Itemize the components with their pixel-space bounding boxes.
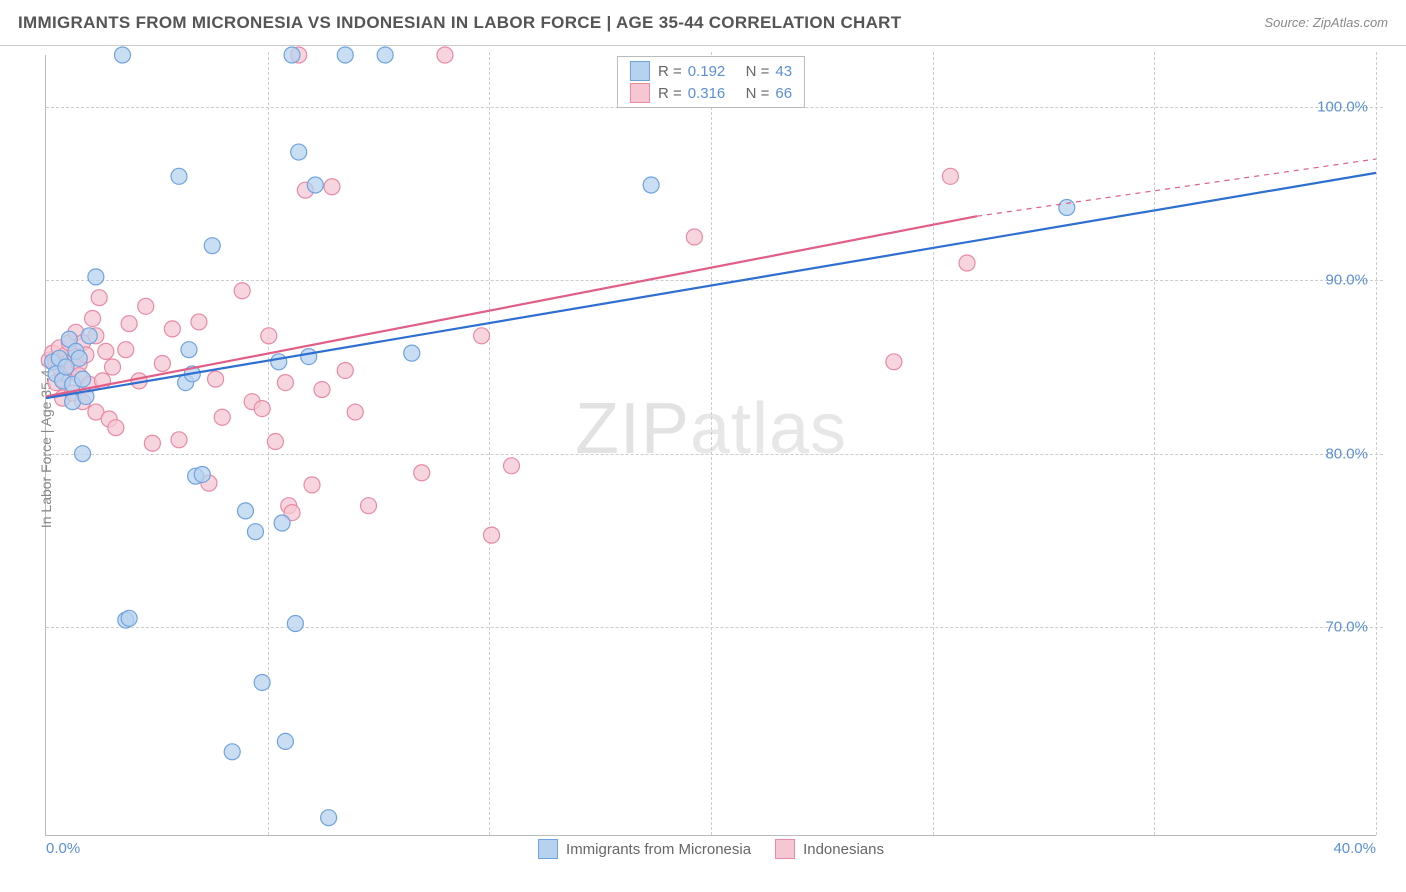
data-point xyxy=(208,371,224,387)
data-point xyxy=(686,229,702,245)
legend-series: Immigrants from Micronesia Indonesians xyxy=(538,839,884,859)
data-point xyxy=(114,47,130,63)
data-point xyxy=(234,283,250,299)
data-point xyxy=(474,328,490,344)
r-value-indonesians: 0.316 xyxy=(688,85,726,102)
trendline-indonesians xyxy=(46,216,977,396)
data-point xyxy=(942,168,958,184)
swatch-micronesia-icon xyxy=(630,61,650,81)
swatch-micronesia-icon xyxy=(538,839,558,859)
chart-title: IMMIGRANTS FROM MICRONESIA VS INDONESIAN… xyxy=(18,13,901,33)
data-point xyxy=(204,238,220,254)
data-point xyxy=(121,316,137,332)
data-point xyxy=(377,47,393,63)
legend-label-indonesians: Indonesians xyxy=(803,841,884,858)
n-label: N = xyxy=(746,85,770,102)
x-tick-label: 0.0% xyxy=(46,840,80,857)
data-point xyxy=(291,144,307,160)
data-point xyxy=(267,434,283,450)
data-point xyxy=(91,290,107,306)
data-point xyxy=(274,515,290,531)
data-point xyxy=(304,477,320,493)
legend-row-micronesia: R = 0.192 N = 43 xyxy=(630,60,792,82)
data-point xyxy=(191,314,207,330)
swatch-indonesians-icon xyxy=(775,839,795,859)
chart-header: IMMIGRANTS FROM MICRONESIA VS INDONESIAN… xyxy=(0,0,1406,46)
data-point xyxy=(105,359,121,375)
data-point xyxy=(314,382,330,398)
data-point xyxy=(75,371,91,387)
legend-item-micronesia: Immigrants from Micronesia xyxy=(538,839,751,859)
legend-item-indonesians: Indonesians xyxy=(775,839,884,859)
data-point xyxy=(98,343,114,359)
plot-area: In Labor Force | Age 35-44 ZIPatlas 70.0… xyxy=(45,55,1376,836)
data-point xyxy=(437,47,453,63)
data-point xyxy=(287,616,303,632)
data-point xyxy=(224,744,240,760)
data-point xyxy=(301,349,317,365)
legend-label-micronesia: Immigrants from Micronesia xyxy=(566,841,751,858)
data-point xyxy=(261,328,277,344)
data-point xyxy=(144,435,160,451)
legend-row-indonesians: R = 0.316 N = 66 xyxy=(630,82,792,104)
data-point xyxy=(886,354,902,370)
data-point xyxy=(414,465,430,481)
data-point xyxy=(247,524,263,540)
chart-source: Source: ZipAtlas.com xyxy=(1264,15,1388,30)
data-point xyxy=(171,432,187,448)
n-value-indonesians: 66 xyxy=(775,85,792,102)
data-point xyxy=(171,168,187,184)
data-point xyxy=(271,354,287,370)
data-point xyxy=(214,409,230,425)
r-value-micronesia: 0.192 xyxy=(688,63,726,80)
data-point xyxy=(181,342,197,358)
data-point xyxy=(81,328,97,344)
data-point xyxy=(88,269,104,285)
swatch-indonesians-icon xyxy=(630,83,650,103)
data-point xyxy=(404,345,420,361)
data-point xyxy=(194,466,210,482)
data-point xyxy=(337,47,353,63)
data-point xyxy=(321,810,337,826)
r-label: R = xyxy=(658,63,682,80)
x-tick-label: 40.0% xyxy=(1333,840,1376,857)
data-point xyxy=(254,674,270,690)
data-point xyxy=(1059,200,1075,216)
legend-correlation: R = 0.192 N = 43 R = 0.316 N = 66 xyxy=(617,56,805,108)
data-point xyxy=(164,321,180,337)
data-point xyxy=(277,733,293,749)
data-point xyxy=(238,503,254,519)
data-point xyxy=(337,362,353,378)
data-point xyxy=(108,420,124,436)
data-point xyxy=(484,527,500,543)
data-point xyxy=(85,310,101,326)
data-point xyxy=(75,446,91,462)
n-label: N = xyxy=(746,63,770,80)
data-point xyxy=(324,179,340,195)
data-point xyxy=(277,375,293,391)
data-point xyxy=(138,298,154,314)
data-point xyxy=(71,350,87,366)
data-point xyxy=(361,498,377,514)
data-point xyxy=(118,342,134,358)
data-point xyxy=(504,458,520,474)
data-point xyxy=(284,47,300,63)
data-point xyxy=(154,356,170,372)
data-point xyxy=(307,177,323,193)
data-point xyxy=(959,255,975,271)
chart-svg xyxy=(46,55,1376,835)
n-value-micronesia: 43 xyxy=(775,63,792,80)
data-point xyxy=(121,610,137,626)
data-point xyxy=(347,404,363,420)
data-point xyxy=(643,177,659,193)
r-label: R = xyxy=(658,85,682,102)
data-point xyxy=(254,401,270,417)
